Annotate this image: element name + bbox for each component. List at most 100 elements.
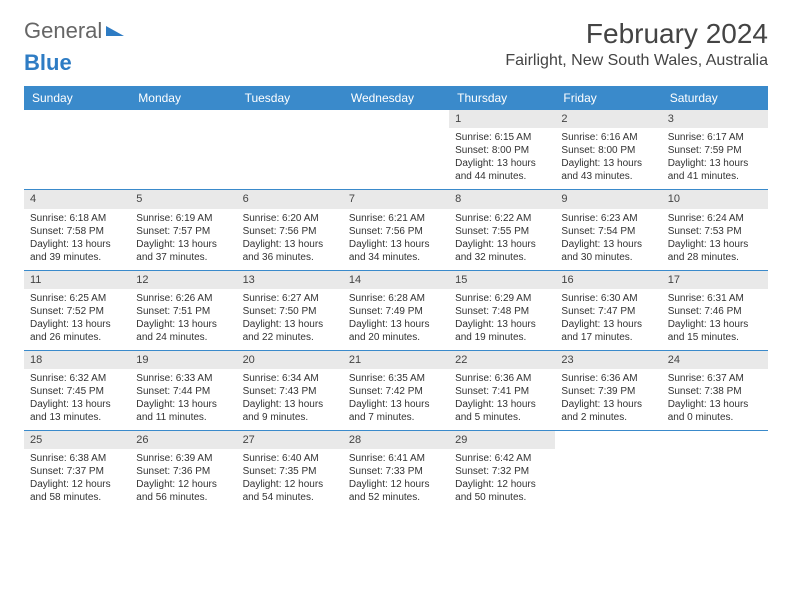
sunset-line: Sunset: 7:36 PM — [136, 465, 230, 478]
daylight-line: Daylight: 13 hours and 11 minutes. — [136, 398, 230, 424]
sunrise-line: Sunrise: 6:24 AM — [668, 212, 762, 225]
daylight-line: Daylight: 13 hours and 5 minutes. — [455, 398, 549, 424]
calendar-cell: 11Sunrise: 6:25 AMSunset: 7:52 PMDayligh… — [24, 271, 130, 350]
sunrise-line: Sunrise: 6:30 AM — [561, 292, 655, 305]
calendar-cell: 19Sunrise: 6:33 AMSunset: 7:44 PMDayligh… — [130, 351, 236, 430]
sunset-line: Sunset: 7:57 PM — [136, 225, 230, 238]
day-header-cell: Sunday — [24, 86, 130, 110]
sunset-line: Sunset: 7:46 PM — [668, 305, 762, 318]
logo-text-general: General — [24, 18, 102, 44]
calendar-cell — [662, 431, 768, 510]
day-number: 26 — [130, 431, 236, 449]
day-header-cell: Friday — [555, 86, 661, 110]
sunrise-line: Sunrise: 6:39 AM — [136, 452, 230, 465]
day-header-cell: Saturday — [662, 86, 768, 110]
sunrise-line: Sunrise: 6:32 AM — [30, 372, 124, 385]
sunrise-line: Sunrise: 6:40 AM — [243, 452, 337, 465]
day-number: 11 — [24, 271, 130, 289]
calendar-cell: 9 Sunrise: 6:23 AMSunset: 7:54 PMDaylight… — [555, 190, 661, 269]
daylight-line: Daylight: 13 hours and 36 minutes. — [243, 238, 337, 264]
calendar-cell: 28Sunrise: 6:41 AMSunset: 7:33 PMDayligh… — [343, 431, 449, 510]
day-number: 3 — [662, 110, 768, 128]
day-number: 1 — [449, 110, 555, 128]
daylight-line: Daylight: 13 hours and 26 minutes. — [30, 318, 124, 344]
sunrise-line: Sunrise: 6:17 AM — [668, 131, 762, 144]
calendar-cell: 12Sunrise: 6:26 AMSunset: 7:51 PMDayligh… — [130, 271, 236, 350]
calendar-cell — [130, 110, 236, 189]
sunset-line: Sunset: 7:54 PM — [561, 225, 655, 238]
day-number: 20 — [237, 351, 343, 369]
daylight-line: Daylight: 13 hours and 9 minutes. — [243, 398, 337, 424]
day-number: 4 — [24, 190, 130, 208]
sunrise-line: Sunrise: 6:37 AM — [668, 372, 762, 385]
sunrise-line: Sunrise: 6:19 AM — [136, 212, 230, 225]
day-number: 22 — [449, 351, 555, 369]
calendar-cell: 3 Sunrise: 6:17 AMSunset: 7:59 PMDaylight… — [662, 110, 768, 189]
sunset-line: Sunset: 7:50 PM — [243, 305, 337, 318]
calendar-cell: 16Sunrise: 6:30 AMSunset: 7:47 PMDayligh… — [555, 271, 661, 350]
day-number: 13 — [237, 271, 343, 289]
calendar-cell: 1Sunrise: 6:15 AMSunset: 8:00 PMDaylight… — [449, 110, 555, 189]
calendar-week: 11Sunrise: 6:25 AMSunset: 7:52 PMDayligh… — [24, 270, 768, 350]
day-number: 7 — [343, 190, 449, 208]
calendar-cell: 18Sunrise: 6:32 AMSunset: 7:45 PMDayligh… — [24, 351, 130, 430]
daylight-line: Daylight: 13 hours and 22 minutes. — [243, 318, 337, 344]
calendar-cell: 22Sunrise: 6:36 AMSunset: 7:41 PMDayligh… — [449, 351, 555, 430]
daylight-line: Daylight: 13 hours and 32 minutes. — [455, 238, 549, 264]
sunset-line: Sunset: 8:00 PM — [561, 144, 655, 157]
day-number — [662, 431, 768, 449]
day-number: 19 — [130, 351, 236, 369]
sunset-line: Sunset: 7:38 PM — [668, 385, 762, 398]
day-header-cell: Tuesday — [237, 86, 343, 110]
sunrise-line: Sunrise: 6:31 AM — [668, 292, 762, 305]
month-title: February 2024 — [505, 18, 768, 50]
calendar-cell: 15Sunrise: 6:29 AMSunset: 7:48 PMDayligh… — [449, 271, 555, 350]
daylight-line: Daylight: 13 hours and 7 minutes. — [349, 398, 443, 424]
location-text: Fairlight, New South Wales, Australia — [505, 52, 768, 70]
day-number: 5 — [130, 190, 236, 208]
sunrise-line: Sunrise: 6:35 AM — [349, 372, 443, 385]
day-number: 6 — [237, 190, 343, 208]
day-number: 24 — [662, 351, 768, 369]
sunset-line: Sunset: 7:32 PM — [455, 465, 549, 478]
sunrise-line: Sunrise: 6:15 AM — [455, 131, 549, 144]
sunrise-line: Sunrise: 6:27 AM — [243, 292, 337, 305]
calendar-cell: 26Sunrise: 6:39 AMSunset: 7:36 PMDayligh… — [130, 431, 236, 510]
daylight-line: Daylight: 13 hours and 41 minutes. — [668, 157, 762, 183]
sunset-line: Sunset: 7:37 PM — [30, 465, 124, 478]
day-header-row: SundayMondayTuesdayWednesdayThursdayFrid… — [24, 86, 768, 110]
daylight-line: Daylight: 13 hours and 30 minutes. — [561, 238, 655, 264]
daylight-line: Daylight: 13 hours and 39 minutes. — [30, 238, 124, 264]
day-number: 21 — [343, 351, 449, 369]
sunset-line: Sunset: 7:33 PM — [349, 465, 443, 478]
sunset-line: Sunset: 7:51 PM — [136, 305, 230, 318]
day-number — [237, 110, 343, 128]
day-number: 27 — [237, 431, 343, 449]
day-header-cell: Monday — [130, 86, 236, 110]
sunset-line: Sunset: 7:59 PM — [668, 144, 762, 157]
day-number: 9 — [555, 190, 661, 208]
day-number: 2 — [555, 110, 661, 128]
day-number — [343, 110, 449, 128]
calendar-cell — [343, 110, 449, 189]
sunset-line: Sunset: 7:39 PM — [561, 385, 655, 398]
sunrise-line: Sunrise: 6:41 AM — [349, 452, 443, 465]
sunrise-line: Sunrise: 6:42 AM — [455, 452, 549, 465]
calendar-cell: 23Sunrise: 6:36 AMSunset: 7:39 PMDayligh… — [555, 351, 661, 430]
sunset-line: Sunset: 7:56 PM — [349, 225, 443, 238]
sunrise-line: Sunrise: 6:34 AM — [243, 372, 337, 385]
daylight-line: Daylight: 13 hours and 13 minutes. — [30, 398, 124, 424]
day-number: 29 — [449, 431, 555, 449]
sunrise-line: Sunrise: 6:23 AM — [561, 212, 655, 225]
calendar-week: 4Sunrise: 6:18 AMSunset: 7:58 PMDaylight… — [24, 189, 768, 269]
daylight-line: Daylight: 13 hours and 43 minutes. — [561, 157, 655, 183]
calendar-cell: 14Sunrise: 6:28 AMSunset: 7:49 PMDayligh… — [343, 271, 449, 350]
day-number: 10 — [662, 190, 768, 208]
sunset-line: Sunset: 7:43 PM — [243, 385, 337, 398]
sunrise-line: Sunrise: 6:22 AM — [455, 212, 549, 225]
daylight-line: Daylight: 12 hours and 54 minutes. — [243, 478, 337, 504]
daylight-line: Daylight: 13 hours and 2 minutes. — [561, 398, 655, 424]
daylight-line: Daylight: 12 hours and 52 minutes. — [349, 478, 443, 504]
daylight-line: Daylight: 13 hours and 19 minutes. — [455, 318, 549, 344]
daylight-line: Daylight: 13 hours and 0 minutes. — [668, 398, 762, 424]
